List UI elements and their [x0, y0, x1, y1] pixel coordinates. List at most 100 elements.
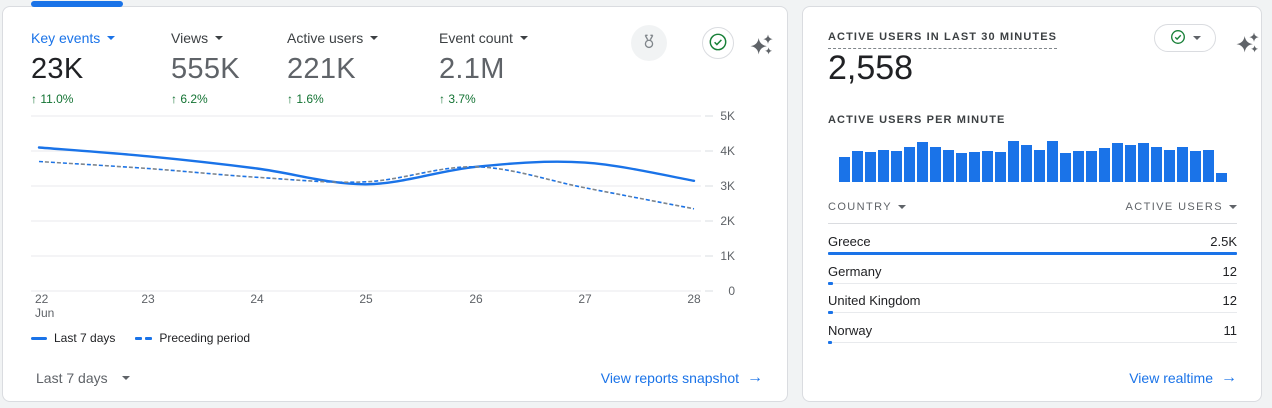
metric-views[interactable]: Views 555K ↑ 6.2%: [171, 30, 240, 106]
minute-bar: [1125, 145, 1136, 182]
country-name: Norway: [828, 322, 873, 338]
benchmarking-medal-button[interactable]: [631, 25, 667, 61]
minute-bar: [904, 147, 915, 182]
legend-label: Preceding period: [159, 331, 251, 345]
metric-value: 555K: [171, 53, 240, 85]
date-range-label: Last 7 days: [36, 370, 108, 386]
view-reports-snapshot-link[interactable]: View reports snapshot →: [601, 369, 763, 387]
caret-down-icon: [519, 36, 528, 40]
realtime-card: ACTIVE USERS IN LAST 30 MINUTES 2,558 AC…: [802, 6, 1262, 402]
metric-value: 23K: [31, 53, 84, 85]
svg-text:2K: 2K: [720, 214, 735, 228]
country-bar: [828, 311, 833, 314]
view-realtime-link[interactable]: View realtime →: [1129, 369, 1237, 387]
data-quality-dropdown-button[interactable]: [1154, 24, 1216, 52]
country-name: Greece: [828, 234, 871, 249]
bar-track: [828, 282, 1237, 284]
svg-text:26: 26: [469, 292, 483, 306]
insights-sparkle-icon[interactable]: [1233, 29, 1261, 57]
country-name: United Kingdom: [828, 293, 921, 308]
country-row: United Kingdom 12: [828, 286, 1237, 316]
caret-down-icon: [215, 36, 224, 40]
legend-item: Last 7 days: [31, 331, 115, 345]
metric-change: ↑ 6.2%: [171, 92, 208, 106]
minute-bar: [995, 152, 1006, 182]
svg-text:3K: 3K: [720, 179, 735, 193]
minute-bar: [891, 151, 902, 182]
minute-bar: [917, 142, 928, 182]
metric-label[interactable]: Active users: [287, 30, 364, 46]
table-divider: [828, 223, 1237, 224]
country-bar: [828, 340, 833, 344]
country-bar: [828, 252, 1237, 255]
svg-text:23: 23: [141, 292, 155, 306]
caret-down-icon: [1193, 36, 1201, 40]
metric-label[interactable]: Event count: [439, 30, 513, 46]
svg-text:4K: 4K: [720, 144, 735, 158]
metric-change: ↑ 11.0%: [31, 92, 74, 106]
metric-event-count[interactable]: Event count 2.1M ↑ 3.7%: [439, 30, 528, 106]
minute-bar: [1008, 141, 1019, 182]
realtime-country-table: Greece 2.5K Germany 12 United Kingdom 12 Norwa…: [828, 227, 1237, 345]
caret-down-icon: [370, 36, 379, 40]
realtime-title: ACTIVE USERS IN LAST 30 MINUTES: [828, 31, 1058, 49]
minute-bar: [1177, 147, 1188, 182]
data-quality-button[interactable]: [702, 27, 734, 59]
minute-bar: [839, 157, 850, 182]
country-row: Greece 2.5K: [828, 227, 1237, 257]
insights-sparkle-icon[interactable]: [747, 31, 775, 59]
minute-bar: [969, 152, 980, 182]
minute-bar: [1203, 150, 1214, 182]
minute-bar: [943, 150, 954, 182]
minute-bar: [1047, 141, 1058, 182]
minute-bar: [1151, 147, 1162, 182]
metric-active-users[interactable]: Active users 221K ↑ 1.6%: [287, 30, 379, 106]
minute-bar: [1112, 143, 1123, 182]
check-circle-icon: [707, 31, 729, 56]
svg-text:27: 27: [578, 292, 592, 306]
minute-bar: [930, 147, 941, 182]
svg-text:25: 25: [359, 292, 373, 306]
active-users-per-minute-bar-chart: [839, 140, 1227, 182]
minute-bar: [1034, 150, 1045, 182]
active-users-column-header[interactable]: ACTIVE USERS: [1126, 201, 1237, 213]
minute-bar: [1060, 153, 1071, 182]
overview-card: Key events 23K ↑ 11.0% Views 555K ↑ 6.2% Activ…: [2, 1, 788, 402]
minute-bar: [1216, 173, 1227, 182]
country-active-users: 2.5K: [1210, 234, 1237, 249]
overview-footer: Last 7 days View reports snapshot →: [3, 369, 787, 387]
minute-bar: [982, 151, 993, 182]
minute-bar: [1138, 143, 1149, 182]
minute-bar: [1021, 145, 1032, 182]
arrow-right-icon: →: [1221, 369, 1237, 386]
minute-bar: [1086, 151, 1097, 182]
svg-text:28: 28: [687, 292, 701, 306]
svg-text:22: 22: [35, 292, 49, 306]
metric-value: 2.1M: [439, 53, 505, 85]
svg-text:0: 0: [728, 284, 735, 298]
bar-track: [828, 312, 1237, 313]
arrow-right-icon: →: [747, 369, 763, 386]
svg-text:1K: 1K: [720, 249, 735, 263]
bar-track: [828, 341, 1237, 343]
per-minute-label: ACTIVE USERS PER MINUTE: [828, 114, 1006, 126]
country-column-header[interactable]: COUNTRY: [828, 201, 906, 213]
metric-change: ↑ 3.7%: [439, 92, 476, 106]
view-realtime-label: View realtime: [1129, 370, 1213, 386]
minute-bar: [865, 152, 876, 182]
metric-key-events[interactable]: Key events 23K ↑ 11.0%: [31, 30, 116, 106]
minute-bar: [852, 151, 863, 182]
country-row: Germany 12: [828, 257, 1237, 287]
minute-bar: [1164, 150, 1175, 182]
minute-bar: [878, 150, 889, 182]
date-range-selector[interactable]: Last 7 days: [36, 370, 130, 386]
metric-label[interactable]: Key events: [31, 30, 101, 46]
minute-bar: [1073, 151, 1084, 182]
medal-icon: [639, 32, 659, 55]
chart-legend: Last 7 days Preceding period: [31, 331, 250, 345]
country-active-users: 12: [1222, 293, 1237, 308]
svg-text:5K: 5K: [720, 109, 735, 123]
caret-down-icon: [898, 205, 906, 209]
metric-label[interactable]: Views: [171, 30, 209, 46]
